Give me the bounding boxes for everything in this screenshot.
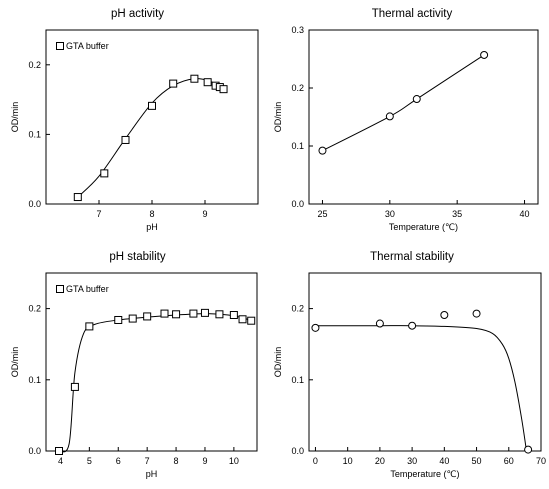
data-point [121,135,130,144]
x-tick-label: 7 [145,456,150,466]
y-tick-label: 0.2 [28,60,41,70]
x-tick-label: 25 [317,209,327,219]
fit-curve [58,313,255,453]
data-point [203,78,212,87]
x-tick-label: 6 [116,456,121,466]
legend-label: GTA buffer [66,41,109,51]
x-tick-label: 30 [385,209,395,219]
data-point [160,309,169,318]
y-tick-label: 0.2 [291,83,304,93]
x-axis-label: Temperature (℃) [390,469,459,479]
fit-curve [77,78,224,198]
data-point [55,447,64,455]
data-point [238,315,247,324]
data-point [375,319,384,328]
legend-marker [56,285,64,293]
data-point [172,310,181,319]
x-tick-label: 70 [536,456,546,466]
y-tick-label: 0.1 [28,129,41,139]
chart-panel-ph-stability: pH stability 4 5 6 7 8 9 10 0.0 0.1 0.2 pH OD/min GT… [0,245,275,489]
data-point [190,74,199,83]
x-tick-label: 8 [149,209,154,219]
data-point [128,314,137,323]
y-tick-label: 0.1 [28,375,41,385]
chart-canvas: 0 10 20 30 40 50 60 70 0.0 0.1 0.2 Temperature (℃) O… [273,272,546,479]
x-tick-label: 40 [520,209,530,219]
y-tick-label: 0.2 [28,304,41,314]
x-tick-label: 20 [375,456,385,466]
y-tick-label: 0.1 [291,375,304,385]
chart-panel-thermal-stability: Thermal stability 0 10 20 30 40 50 60 70 0.0 0.1 0… [273,245,549,489]
x-tick-label: 35 [452,209,462,219]
plot-frame [308,272,542,452]
plot-frame [308,29,539,205]
y-tick-label: 0.3 [291,25,304,35]
x-tick-label: 10 [343,456,353,466]
chart-title: pH activity [110,8,165,20]
data-point [229,311,238,320]
y-axis-label: OD/min [273,102,283,133]
plot-frame [45,29,259,205]
data-point [189,309,198,318]
x-tick-label: 4 [58,456,63,466]
x-tick-label: 8 [174,456,179,466]
data-point [480,50,489,59]
data-point [247,316,256,325]
x-tick-label: 9 [202,209,207,219]
chart-title: Thermal stability [370,251,454,263]
fit-curve [315,325,527,452]
chart-canvas: 4 5 6 7 8 9 10 0.0 0.1 0.2 pH OD/min GTA buffer [10,272,258,479]
chart-canvas: 25 30 35 40 0.0 0.1 0.2 0.3 Temperature (℃) OD/mi… [273,25,539,232]
data-point [143,312,152,321]
x-tick-label: 5 [87,456,92,466]
y-axis-label: OD/min [10,347,20,378]
chart-title: Thermal activity [371,8,453,20]
y-axis-label: OD/min [10,102,20,133]
data-point [385,112,394,121]
x-tick-label: 10 [229,456,239,466]
y-tick-label: 0.0 [28,446,41,456]
data-point [412,95,421,104]
legend-label: GTA buffer [66,284,109,294]
y-tick-label: 0.0 [291,446,304,456]
x-tick-label: 7 [96,209,101,219]
chart-title: pH stability [109,251,166,263]
chart-canvas: 7 8 9 0.0 0.1 0.2 pH OD/min GTA buffer [10,29,259,232]
data-point [219,85,228,94]
fit-curve [322,54,485,152]
data-point [73,193,82,202]
data-point [169,79,178,88]
y-tick-label: 0.0 [291,199,304,209]
x-tick-label: 40 [439,456,449,466]
data-point [114,315,123,324]
data-point [440,311,449,320]
x-axis-label: pH [146,469,158,479]
legend-marker [56,42,64,50]
data-point [215,310,224,319]
data-point [524,445,533,454]
x-tick-label: 30 [407,456,417,466]
data-point [100,169,109,178]
chart-panel-thermal-activity: Thermal activity 25 30 35 40 0.0 0.1 0.2 0.3 Tem… [273,0,549,245]
x-axis-label: pH [146,222,158,232]
data-point [85,322,94,331]
y-axis-label: OD/min [273,347,283,378]
data-point [408,321,417,330]
data-point [148,101,156,110]
y-tick-label: 0.2 [291,304,304,314]
data-point [318,146,327,155]
x-tick-label: 50 [472,456,482,466]
plot-frame [45,272,258,452]
data-point [200,308,209,317]
y-tick-label: 0.1 [291,141,304,151]
data-point [70,382,79,391]
data-point [472,309,481,318]
data-point [311,323,320,332]
x-tick-label: 0 [313,456,318,466]
x-tick-label: 60 [504,456,514,466]
x-axis-label: Temperature (℃) [389,222,458,232]
x-tick-label: 9 [202,456,207,466]
chart-panel-ph-activity: pH activity 7 8 9 0.0 0.1 0.2 pH OD/min GTA buff… [0,0,275,245]
y-tick-label: 0.0 [28,199,41,209]
